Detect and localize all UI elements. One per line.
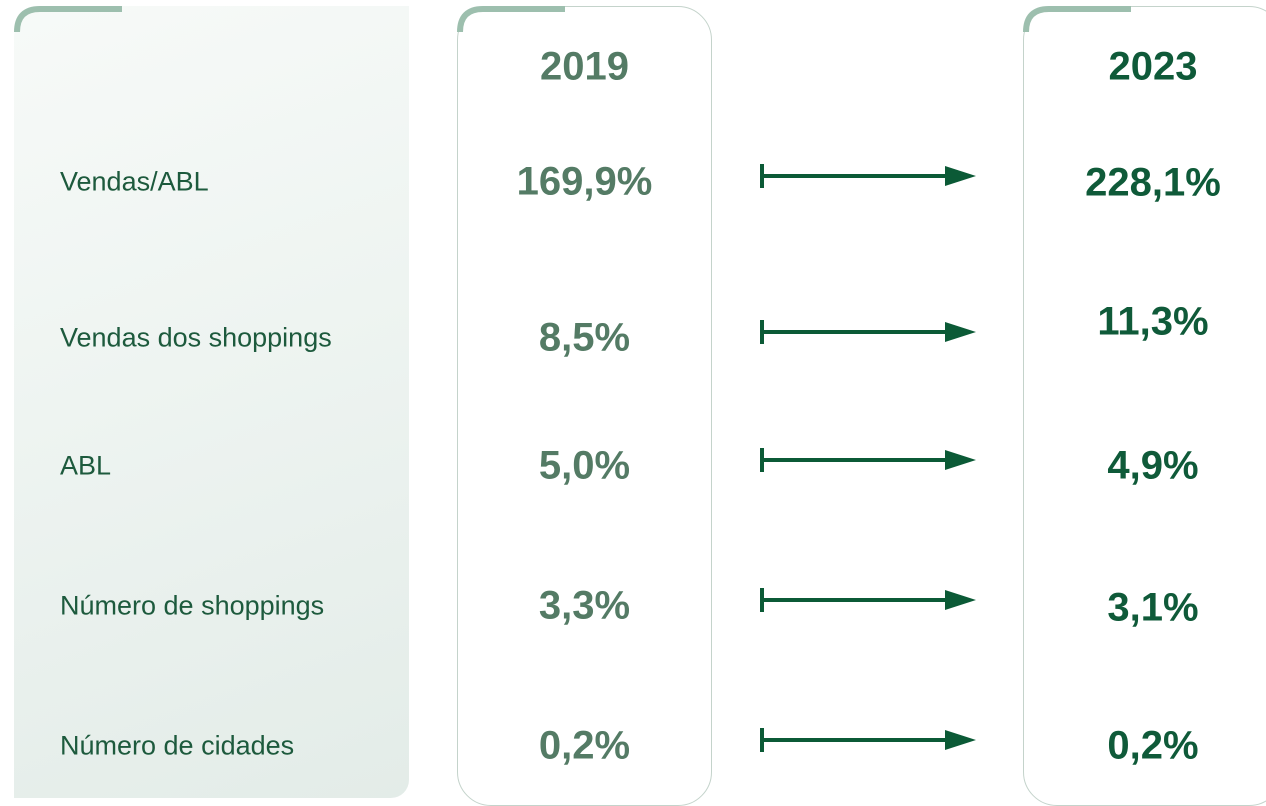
arrow	[760, 164, 976, 188]
row-label: Número de shoppings	[60, 590, 325, 621]
corner-accent	[1023, 6, 1131, 33]
row-label: Vendas/ABL	[60, 166, 209, 197]
value-start: 8,5%	[538, 315, 631, 360]
arrow	[760, 448, 976, 472]
value-start: 169,9%	[516, 159, 653, 204]
value-start: 0,2%	[538, 723, 631, 768]
value-start: 3,3%	[538, 583, 631, 628]
corner-accent	[457, 6, 565, 33]
column-start	[457, 6, 712, 806]
arrow	[760, 728, 976, 752]
arrow	[760, 320, 976, 344]
value-start: 5,0%	[538, 443, 631, 488]
value-end: 11,3%	[1097, 299, 1209, 344]
arrow	[760, 588, 976, 612]
row-label: Número de cidades	[60, 730, 295, 761]
column-end	[1023, 6, 1266, 806]
value-end: 228,1%	[1085, 160, 1221, 205]
year-start: 2019	[540, 44, 629, 89]
value-end: 0,2%	[1107, 723, 1199, 768]
label-panel	[14, 6, 409, 798]
corner-accent	[14, 6, 122, 33]
year-end: 2023	[1108, 44, 1198, 89]
row-label: ABL	[60, 450, 112, 481]
value-end: 3,1%	[1107, 585, 1199, 630]
value-end: 4,9%	[1107, 443, 1199, 488]
row-label: Vendas dos shoppings	[60, 322, 332, 353]
